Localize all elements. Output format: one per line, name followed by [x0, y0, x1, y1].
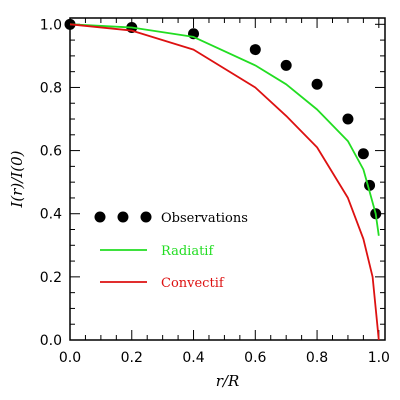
x-tick-label: 1.0 [368, 350, 390, 366]
data-point-observations [311, 78, 323, 90]
data-point-observations [249, 44, 261, 56]
y-axis-title: I(r)/I(0) [8, 150, 26, 208]
y-tick-label: 0.2 [40, 270, 62, 286]
x-tick-label: 0.4 [182, 350, 204, 366]
x-tick-label: 0.6 [244, 350, 266, 366]
legend-label-radiatif: Radiatif [161, 244, 214, 259]
y-tick-label: 0.8 [40, 80, 62, 96]
y-tick-label: 0.6 [40, 144, 62, 160]
x-axis-title: r/R [216, 372, 240, 390]
y-tick-label: 1.0 [40, 17, 62, 33]
legend-marker-observations [117, 211, 129, 223]
legend-marker-observations [140, 211, 152, 223]
x-tick-label: 0.8 [306, 350, 328, 366]
plot-frame [69, 17, 386, 341]
data-point-observations [357, 148, 369, 160]
x-tick-label: 0.0 [59, 350, 81, 366]
y-tick-label: 0.0 [40, 333, 62, 349]
series-line-convectif [69, 23, 380, 341]
data-point-observations [342, 113, 354, 125]
series-line-radiatif [69, 23, 380, 236]
y-tick-label: 0.4 [40, 207, 62, 223]
x-tick-label: 0.2 [121, 350, 143, 366]
legend-label-observations: Observations [161, 211, 248, 226]
legend-marker-observations [94, 211, 106, 223]
legend-label-convectif: Convectif [161, 276, 225, 291]
data-point-observations [280, 59, 292, 71]
